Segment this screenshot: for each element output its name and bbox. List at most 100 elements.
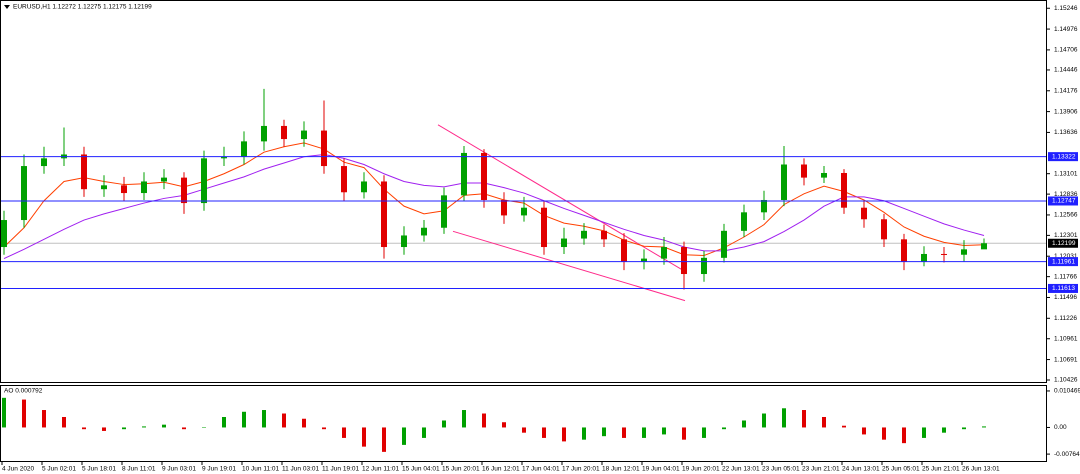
candle-body xyxy=(701,257,707,275)
ao-bar xyxy=(902,427,906,444)
x-tick-label: 18 Jun 12:01 xyxy=(602,466,640,473)
y-tick-label: 1.10426 xyxy=(1054,377,1078,384)
candle-body xyxy=(821,172,827,178)
candle-body xyxy=(121,185,127,194)
candle-body xyxy=(141,181,147,194)
x-tick-label: 25 Jun 05:01 xyxy=(882,466,920,473)
candle-body xyxy=(441,195,447,228)
price-panel xyxy=(0,0,1047,383)
x-tick-label: 15 Jun 04:01 xyxy=(402,466,440,473)
candle-body xyxy=(401,235,407,248)
y-tick-label: 1.13906 xyxy=(1054,108,1078,115)
candle-body xyxy=(361,181,367,193)
candle-body xyxy=(541,207,547,248)
level-label-box xyxy=(1048,257,1078,267)
candle-body xyxy=(601,230,607,240)
candle-body xyxy=(861,207,867,220)
y-tick-label: 1.11496 xyxy=(1054,294,1077,301)
ao-bar xyxy=(402,427,406,445)
y-tick-label: 1.13101 xyxy=(1054,170,1078,177)
candle-body xyxy=(841,172,847,208)
level-label: 1.11613 xyxy=(1052,285,1075,292)
ao-bar xyxy=(382,427,386,452)
candle-body xyxy=(381,181,387,248)
x-tick-label: 15 Jun 20:01 xyxy=(442,466,480,473)
y-tick-label: 1.12031 xyxy=(1054,253,1078,260)
candle-body xyxy=(581,230,587,239)
candle-body xyxy=(201,158,207,204)
ao-bar xyxy=(102,427,106,431)
y-tick-label: 1.14176 xyxy=(1054,87,1078,94)
y-tick-label: 1.14706 xyxy=(1054,47,1078,54)
x-tick-label: 17 Jun 04:01 xyxy=(522,466,560,473)
level-label: 1.12747 xyxy=(1052,198,1076,205)
y-tick-label: 1.10961 xyxy=(1054,335,1078,342)
ao-bar xyxy=(942,427,946,433)
candle-body xyxy=(641,258,647,262)
x-tick-label: 19 Jun 04:01 xyxy=(642,466,680,473)
x-tick-label: 17 Jun 20:01 xyxy=(562,466,600,473)
current-price-label: 1.12199 xyxy=(1052,240,1076,247)
ao-bar xyxy=(782,408,786,428)
x-tick-label: 11 Jun 03:01 xyxy=(282,466,319,473)
x-tick-label: 4 Jun 2020 xyxy=(2,466,35,473)
y-tick-label: 1.11226 xyxy=(1054,315,1077,322)
trend-line xyxy=(437,124,686,272)
candle-body xyxy=(661,247,667,259)
ao-bar xyxy=(862,427,866,435)
ao-bar xyxy=(962,427,966,430)
y-tick-label: 1.14446 xyxy=(1054,67,1078,74)
x-tick-label: 8 Jun 11:01 xyxy=(122,466,156,473)
x-tick-label: 12 Jun 11:01 xyxy=(362,466,399,473)
symbol-header: EURUSD,H1 1.12272 1.12275 1.12175 1.1219… xyxy=(13,4,152,11)
ao-bar xyxy=(822,416,826,428)
ao-bar xyxy=(282,413,286,428)
y-tick-label: 1.12836 xyxy=(1054,191,1078,198)
candle-body xyxy=(781,164,787,200)
ao-bar xyxy=(202,427,206,428)
ao-bar xyxy=(582,427,586,440)
candle-body xyxy=(721,230,727,258)
candle-body xyxy=(561,238,567,248)
ao-bar xyxy=(22,399,26,428)
x-tick-label: 5 Jun 02:01 xyxy=(42,466,76,473)
candle-body xyxy=(21,166,27,221)
candle-body xyxy=(1,220,7,248)
candle-body xyxy=(241,141,247,157)
ao-bar xyxy=(662,427,666,435)
candle-body xyxy=(161,177,167,182)
candle-body xyxy=(81,154,87,190)
candle-body xyxy=(981,243,987,250)
candle-body xyxy=(961,249,967,255)
ao-bar xyxy=(562,427,566,442)
ao-bar xyxy=(322,427,326,430)
ao-bar xyxy=(182,427,186,430)
ao-bar xyxy=(722,427,726,430)
level-label-box xyxy=(1048,152,1078,162)
ao-bar xyxy=(142,426,146,428)
ao-bar xyxy=(162,424,166,428)
moving-average xyxy=(3,142,985,257)
candle-body xyxy=(761,199,767,213)
y-tick-label: 0.00 xyxy=(1054,424,1067,431)
x-tick-label: 5 Jun 18:01 xyxy=(82,466,116,473)
ao-bar xyxy=(82,427,86,430)
ao-bar xyxy=(42,410,46,428)
candle-body xyxy=(41,158,47,167)
ao-bar xyxy=(502,422,506,428)
candle-body xyxy=(921,253,927,262)
ao-bar xyxy=(742,420,746,428)
candle-body xyxy=(461,152,467,196)
y-tick-label: -0.007641 xyxy=(1054,451,1080,458)
candle-body xyxy=(481,152,487,200)
ao-bar xyxy=(262,410,266,428)
y-tick-label: 1.12566 xyxy=(1054,212,1078,219)
candle-body xyxy=(901,239,907,262)
ao-bar xyxy=(702,427,706,438)
y-tick-label: 1.13636 xyxy=(1054,129,1078,136)
ao-bar xyxy=(62,416,66,428)
x-tick-label: 23 Jun 05:01 xyxy=(762,466,800,473)
menu-arrow[interactable] xyxy=(4,5,10,9)
y-tick-label: 1.15246 xyxy=(1054,5,1078,12)
x-tick-label: 10 Jun 11:01 xyxy=(242,466,279,473)
